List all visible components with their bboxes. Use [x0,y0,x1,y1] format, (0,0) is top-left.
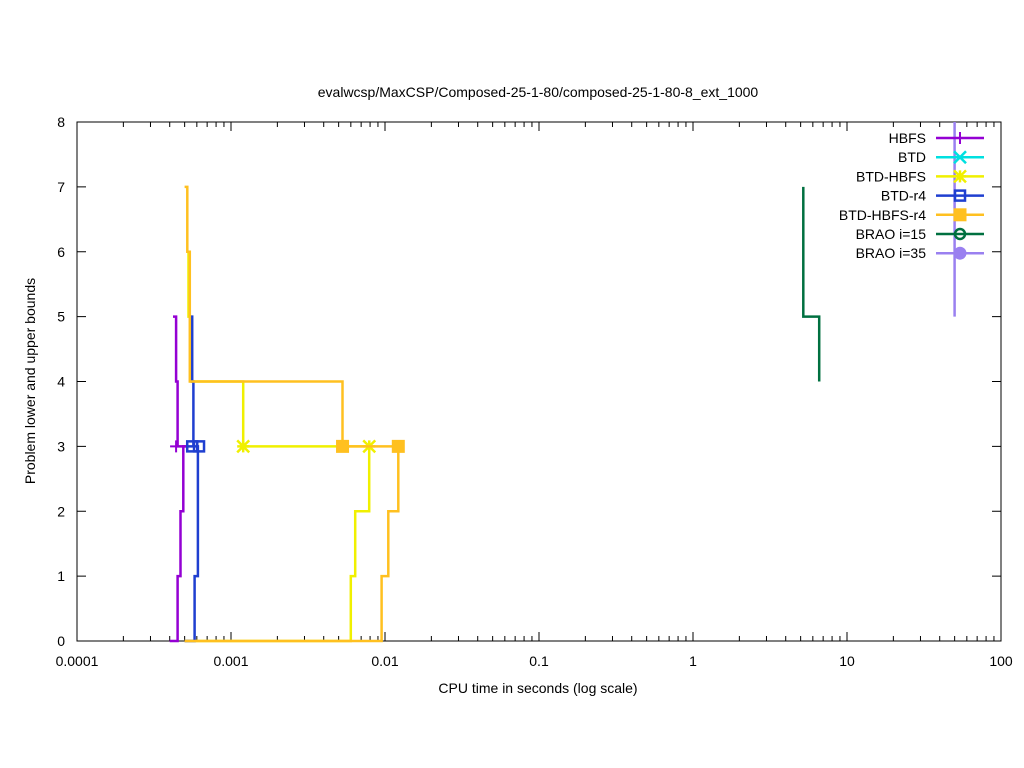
data-point [236,439,251,454]
y-tick-label: 1 [57,568,65,584]
series-line [802,186,821,382]
y-tick-label: 0 [57,633,65,649]
legend-marker [953,150,967,165]
legend-label: BRAO i=35 [856,245,927,261]
legend-entry: BTD [898,149,984,165]
legend-label: BTD-r4 [881,188,926,204]
legend-entry: BRAO i=35 [856,245,984,261]
series-line [173,315,188,448]
series-hbfs [169,315,188,643]
data-point [336,439,350,453]
data-point [185,440,199,453]
y-tick-label: 6 [57,244,65,260]
x-tick-label: 100 [989,653,1013,669]
x-axis-label: CPU time in seconds (log scale) [438,680,637,696]
axes: 0 1 2 3 4 5 6 7 8 0.0001 0.001 0.01 0.1 1 10 100 [56,114,1013,669]
legend-entry: BRAO i=15 [856,226,984,242]
x-tick-label: 1 [689,653,697,669]
y-tick-label: 4 [57,374,65,390]
legend-entry: BTD-HBFS-r4 [839,207,984,223]
y-tick-label: 2 [57,503,65,519]
series-line [184,445,371,643]
series-line [184,445,200,643]
x-tick-label: 0.0001 [56,653,99,669]
y-axis-label: Problem lower and upper bounds [22,278,38,484]
x-tick-label: 0.001 [213,653,248,669]
y-tick-label: 7 [57,179,65,195]
series-line [169,445,188,643]
legend-label: HBFS [889,130,926,146]
series-btd-r4 [184,315,206,643]
legend-marker [953,189,967,202]
x-tick-label: 10 [839,653,855,669]
legend-entry: HBFS [889,130,984,146]
y-tick-label: 8 [57,114,65,130]
legend: HBFS BTD BTD-HBFS BTD-r4 BTD-HBFS-r4 BRAO i=1… [839,130,984,261]
y-tick-label: 3 [57,438,65,454]
series-line [184,445,400,643]
legend-marker [954,132,966,144]
legend-label: BTD-HBFS-r4 [839,207,926,223]
legend-label: BTD [898,149,926,165]
data-point [170,440,183,453]
y-tick-label: 5 [57,309,65,325]
series-btd-hbfs-r4 [184,185,405,643]
chart-title: evalwcsp/MaxCSP/Composed-25-1-80/compose… [318,84,759,100]
data-point [192,440,206,453]
legend-label: BRAO i=15 [856,226,927,242]
legend-marker [953,169,967,184]
x-tick-label: 0.1 [529,653,549,669]
data-point [391,439,405,453]
legend-marker [953,227,967,241]
series-layer [169,122,956,643]
x-tick-label: 0.01 [371,653,398,669]
legend-marker [953,208,967,222]
legend-entry: BTD-r4 [881,188,984,204]
series-line [187,250,245,447]
legend-entry: BTD-HBFS [856,168,984,184]
legend-label: BTD-HBFS [856,168,926,184]
legend-marker [953,246,967,260]
series-line [184,185,344,447]
series-brao-i-15 [802,186,821,382]
